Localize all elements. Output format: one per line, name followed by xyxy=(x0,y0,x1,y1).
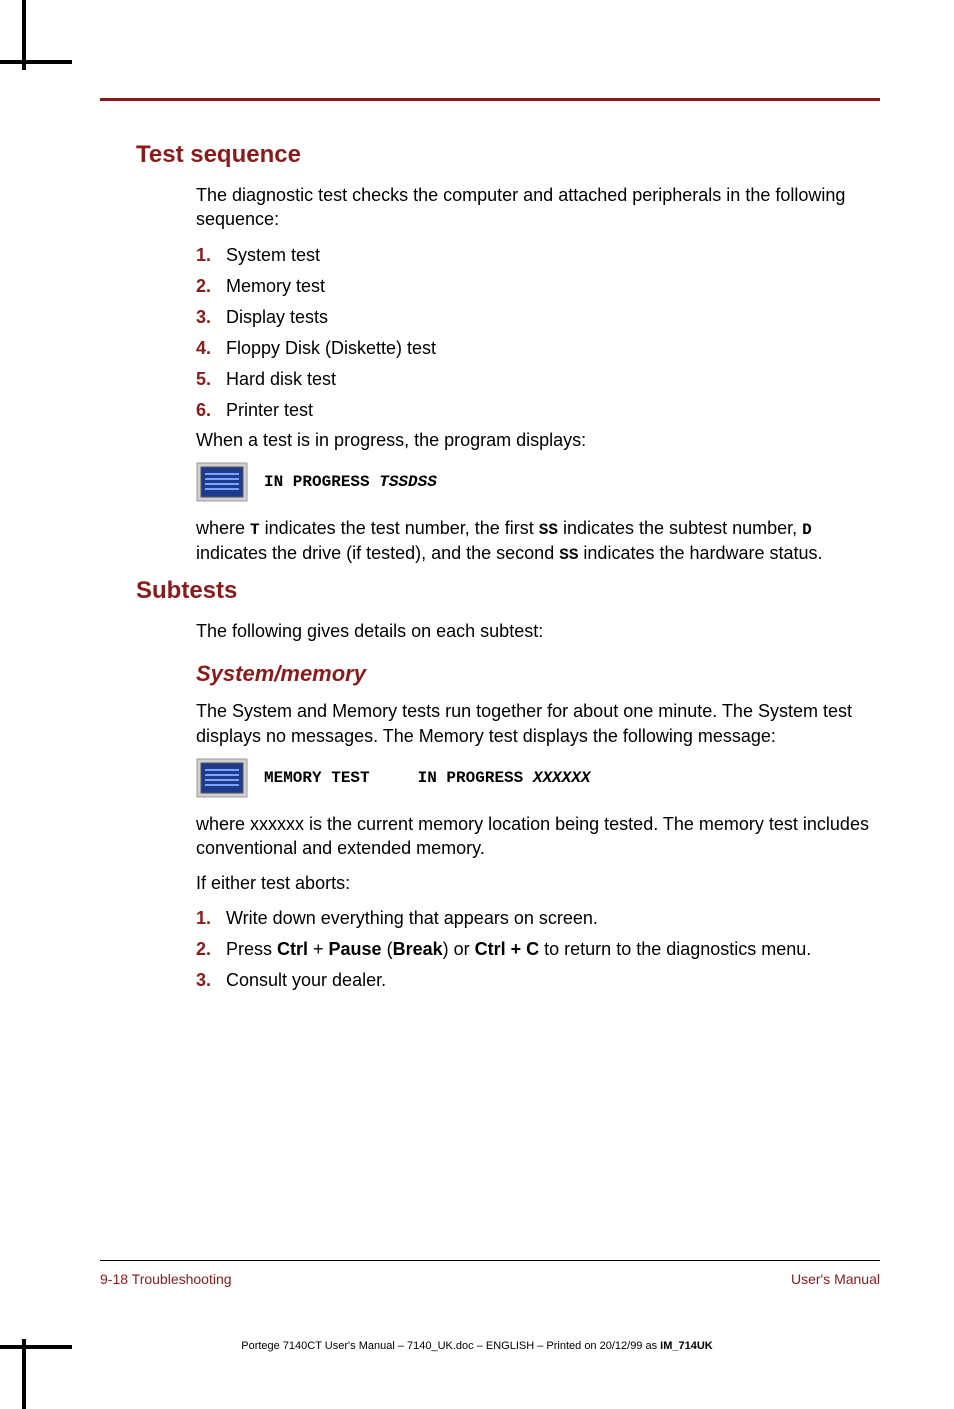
list-text: Write down everything that appears on sc… xyxy=(226,905,880,932)
code-SS: SS xyxy=(539,521,558,539)
list-item: 3.Display tests xyxy=(196,304,880,331)
list-text: Press Ctrl + Pause (Break) or Ctrl + C t… xyxy=(226,936,880,963)
sysmem-p2: where xxxxxx is the current memory locat… xyxy=(196,812,880,861)
memory-test-code: MEMORY TEST IN PROGRESS XXXXXX xyxy=(264,769,590,787)
code-var: XXXXXX xyxy=(533,769,591,787)
heading-subtests: Subtests xyxy=(136,577,880,605)
code-label: IN PROGRESS xyxy=(264,473,379,491)
list-number: 3. xyxy=(196,967,226,994)
page-footer: 9-18 Troubleshooting User's Manual xyxy=(100,1260,880,1287)
list-number: 1. xyxy=(196,905,226,932)
code-var: TSSDSS xyxy=(379,473,437,491)
key-ctrl: Ctrl xyxy=(277,939,308,959)
page-content: Test sequence The diagnostic test checks… xyxy=(100,98,880,998)
code-label: MEMORY TEST IN PROGRESS xyxy=(264,769,533,787)
list-item: 5.Hard disk test xyxy=(196,366,880,393)
list-item: 2.Memory test xyxy=(196,273,880,300)
sysmem-p3: If either test aborts: xyxy=(196,871,880,895)
sysmem-p1: The System and Memory tests run together… xyxy=(196,699,880,748)
list-text: Consult your dealer. xyxy=(226,967,880,994)
list-number: 4. xyxy=(196,335,226,362)
key-pause: Pause xyxy=(329,939,382,959)
screen-icon xyxy=(196,758,248,798)
footer-right: User's Manual xyxy=(791,1271,880,1287)
list-number: 1. xyxy=(196,242,226,269)
list-text: System test xyxy=(226,242,880,269)
where-explanation: where T indicates the test number, the f… xyxy=(196,516,880,567)
code-SS: SS xyxy=(559,546,578,564)
heading-test-sequence: Test sequence xyxy=(136,141,880,169)
list-number: 2. xyxy=(196,273,226,300)
in-progress-callout: IN PROGRESS TSSDSS xyxy=(196,462,880,502)
list-number: 3. xyxy=(196,304,226,331)
test-list: 1.System test 2.Memory test 3.Display te… xyxy=(196,242,880,424)
list-text: Hard disk test xyxy=(226,366,880,393)
key-break: Break xyxy=(393,939,443,959)
code-D: D xyxy=(802,521,812,539)
intro-text: The diagnostic test checks the computer … xyxy=(196,183,880,232)
screen-icon xyxy=(196,462,248,502)
list-item: 6.Printer test xyxy=(196,397,880,424)
list-number: 5. xyxy=(196,366,226,393)
header-rule xyxy=(100,98,880,101)
in-progress-code: IN PROGRESS TSSDSS xyxy=(264,473,437,491)
crop-mark xyxy=(0,60,72,64)
list-number: 6. xyxy=(196,397,226,424)
list-item: 3.Consult your dealer. xyxy=(196,967,880,994)
code-T: T xyxy=(250,521,260,539)
footer-rule xyxy=(100,1260,880,1261)
list-item: 4.Floppy Disk (Diskette) test xyxy=(196,335,880,362)
list-text: Printer test xyxy=(226,397,880,424)
list-item: 1.System test xyxy=(196,242,880,269)
imprint-line: Portege 7140CT User's Manual – 7140_UK.d… xyxy=(0,1340,954,1352)
list-item: 2.Press Ctrl + Pause (Break) or Ctrl + C… xyxy=(196,936,880,963)
list-number: 2. xyxy=(196,936,226,963)
key-ctrl-c: Ctrl + C xyxy=(475,939,540,959)
list-item: 1.Write down everything that appears on … xyxy=(196,905,880,932)
list-text: Floppy Disk (Diskette) test xyxy=(226,335,880,362)
subtests-intro: The following gives details on each subt… xyxy=(196,619,880,643)
progress-intro: When a test is in progress, the program … xyxy=(196,428,880,452)
abort-list: 1.Write down everything that appears on … xyxy=(196,905,880,994)
memory-test-callout: MEMORY TEST IN PROGRESS XXXXXX xyxy=(196,758,880,798)
footer-left: 9-18 Troubleshooting xyxy=(100,1271,232,1287)
heading-system-memory: System/memory xyxy=(196,661,880,687)
imprint-code: IM_714UK xyxy=(660,1340,713,1352)
list-text: Display tests xyxy=(226,304,880,331)
list-text: Memory test xyxy=(226,273,880,300)
